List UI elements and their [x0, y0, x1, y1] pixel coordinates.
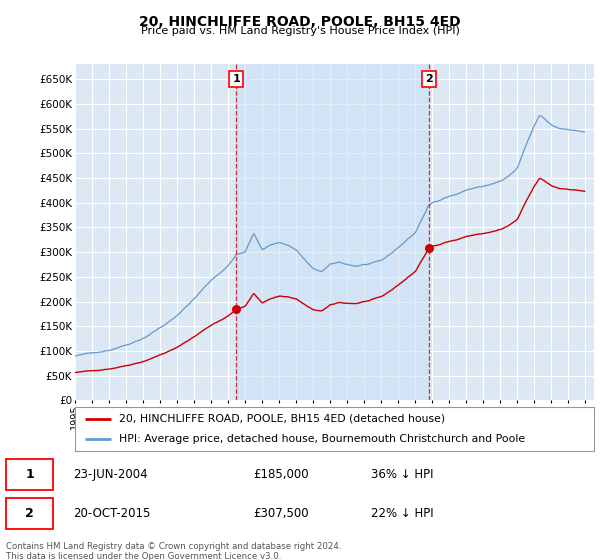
Text: 20, HINCHLIFFE ROAD, POOLE, BH15 4ED: 20, HINCHLIFFE ROAD, POOLE, BH15 4ED	[139, 15, 461, 29]
Text: 20, HINCHLIFFE ROAD, POOLE, BH15 4ED (detached house): 20, HINCHLIFFE ROAD, POOLE, BH15 4ED (de…	[119, 414, 445, 424]
Text: 20-OCT-2015: 20-OCT-2015	[74, 507, 151, 520]
Text: 2: 2	[25, 507, 34, 520]
Text: 36% ↓ HPI: 36% ↓ HPI	[371, 468, 433, 481]
Text: 23-JUN-2004: 23-JUN-2004	[74, 468, 148, 481]
Bar	[236, 64, 429, 400]
Text: Contains HM Land Registry data © Crown copyright and database right 2024.
This d: Contains HM Land Registry data © Crown c…	[6, 542, 341, 560]
Text: £185,000: £185,000	[253, 468, 308, 481]
Text: Price paid vs. HM Land Registry's House Price Index (HPI): Price paid vs. HM Land Registry's House …	[140, 26, 460, 36]
Text: 1: 1	[232, 74, 240, 84]
Point	[424, 244, 434, 253]
Point	[232, 305, 241, 314]
FancyBboxPatch shape	[6, 459, 53, 489]
FancyBboxPatch shape	[6, 498, 53, 529]
Text: 2: 2	[425, 74, 433, 84]
Text: HPI: Average price, detached house, Bournemouth Christchurch and Poole: HPI: Average price, detached house, Bour…	[119, 434, 525, 444]
Text: £307,500: £307,500	[253, 507, 308, 520]
Text: 1: 1	[25, 468, 34, 481]
Text: 22% ↓ HPI: 22% ↓ HPI	[371, 507, 433, 520]
